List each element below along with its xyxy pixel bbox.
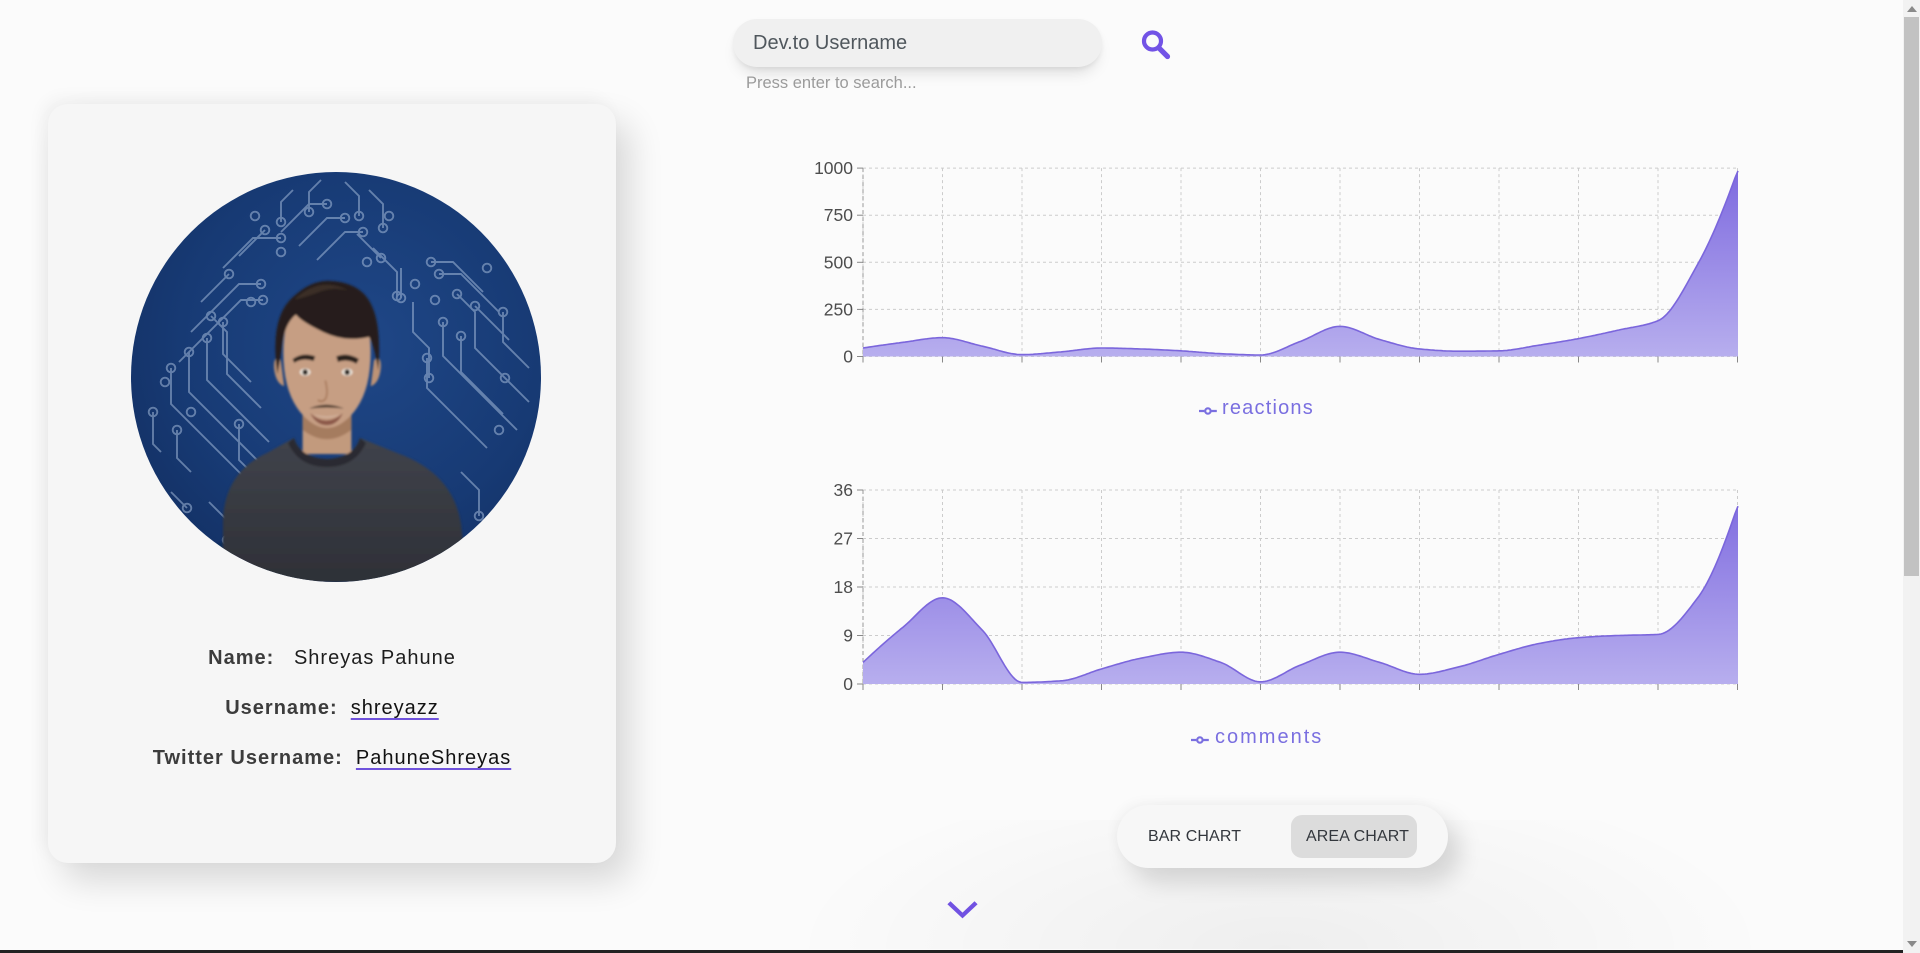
- svg-text:750: 750: [824, 205, 853, 225]
- svg-text:1000: 1000: [814, 158, 853, 178]
- svg-text:0: 0: [843, 674, 853, 694]
- svg-text:27: 27: [834, 529, 853, 549]
- svg-text:36: 36: [834, 480, 853, 500]
- svg-text:500: 500: [824, 252, 853, 272]
- svg-text:18: 18: [834, 577, 853, 597]
- svg-text:0: 0: [843, 347, 853, 367]
- svg-text:9: 9: [843, 626, 853, 646]
- svg-text:250: 250: [824, 299, 853, 319]
